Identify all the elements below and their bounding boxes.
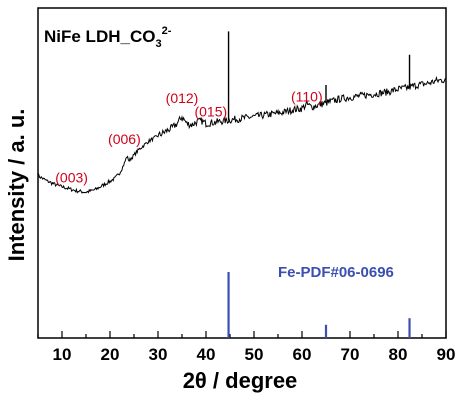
peak-labels: (003) (006) (012)(015) (110)	[55, 89, 322, 186]
plot-frame	[37, 7, 447, 339]
chart-title: NiFe LDH_CO32-	[44, 25, 172, 50]
reference-label: Fe-PDF#06-0696	[278, 264, 394, 281]
peak-label: (012)	[166, 90, 199, 106]
xrd-pattern-line	[37, 75, 447, 194]
x-tick-label-70: 70	[341, 345, 360, 364]
x-tick-label-40: 40	[197, 345, 216, 364]
y-axis-title: Intensity / a. u.	[4, 109, 29, 262]
reference-sticks	[227, 272, 411, 338]
x-tick-label-60: 60	[293, 345, 312, 364]
x-tick-labels: 10 20 30 40 50 60 70 80 90	[53, 345, 456, 364]
peak-label: (015)	[194, 104, 227, 120]
peak-label: (110)	[291, 89, 323, 105]
peak-label: (003)	[55, 170, 88, 186]
chart-title-sup: 2-	[162, 25, 172, 37]
x-tick-label-80: 80	[389, 345, 408, 364]
chart-title-sub: 3	[155, 38, 161, 50]
x-tick-marks	[37, 331, 447, 338]
x-tick-label-90: 90	[437, 345, 456, 364]
sharp-peaks	[227, 31, 411, 121]
peak-label: (006)	[108, 131, 141, 147]
x-tick-label-30: 30	[149, 345, 168, 364]
x-tick-label-10: 10	[53, 345, 72, 364]
x-tick-label-50: 50	[245, 345, 264, 364]
x-tick-label-20: 20	[101, 345, 120, 364]
x-axis-title: 2θ / degree	[183, 368, 298, 393]
chart-title-main: NiFe LDH_CO	[44, 27, 155, 46]
